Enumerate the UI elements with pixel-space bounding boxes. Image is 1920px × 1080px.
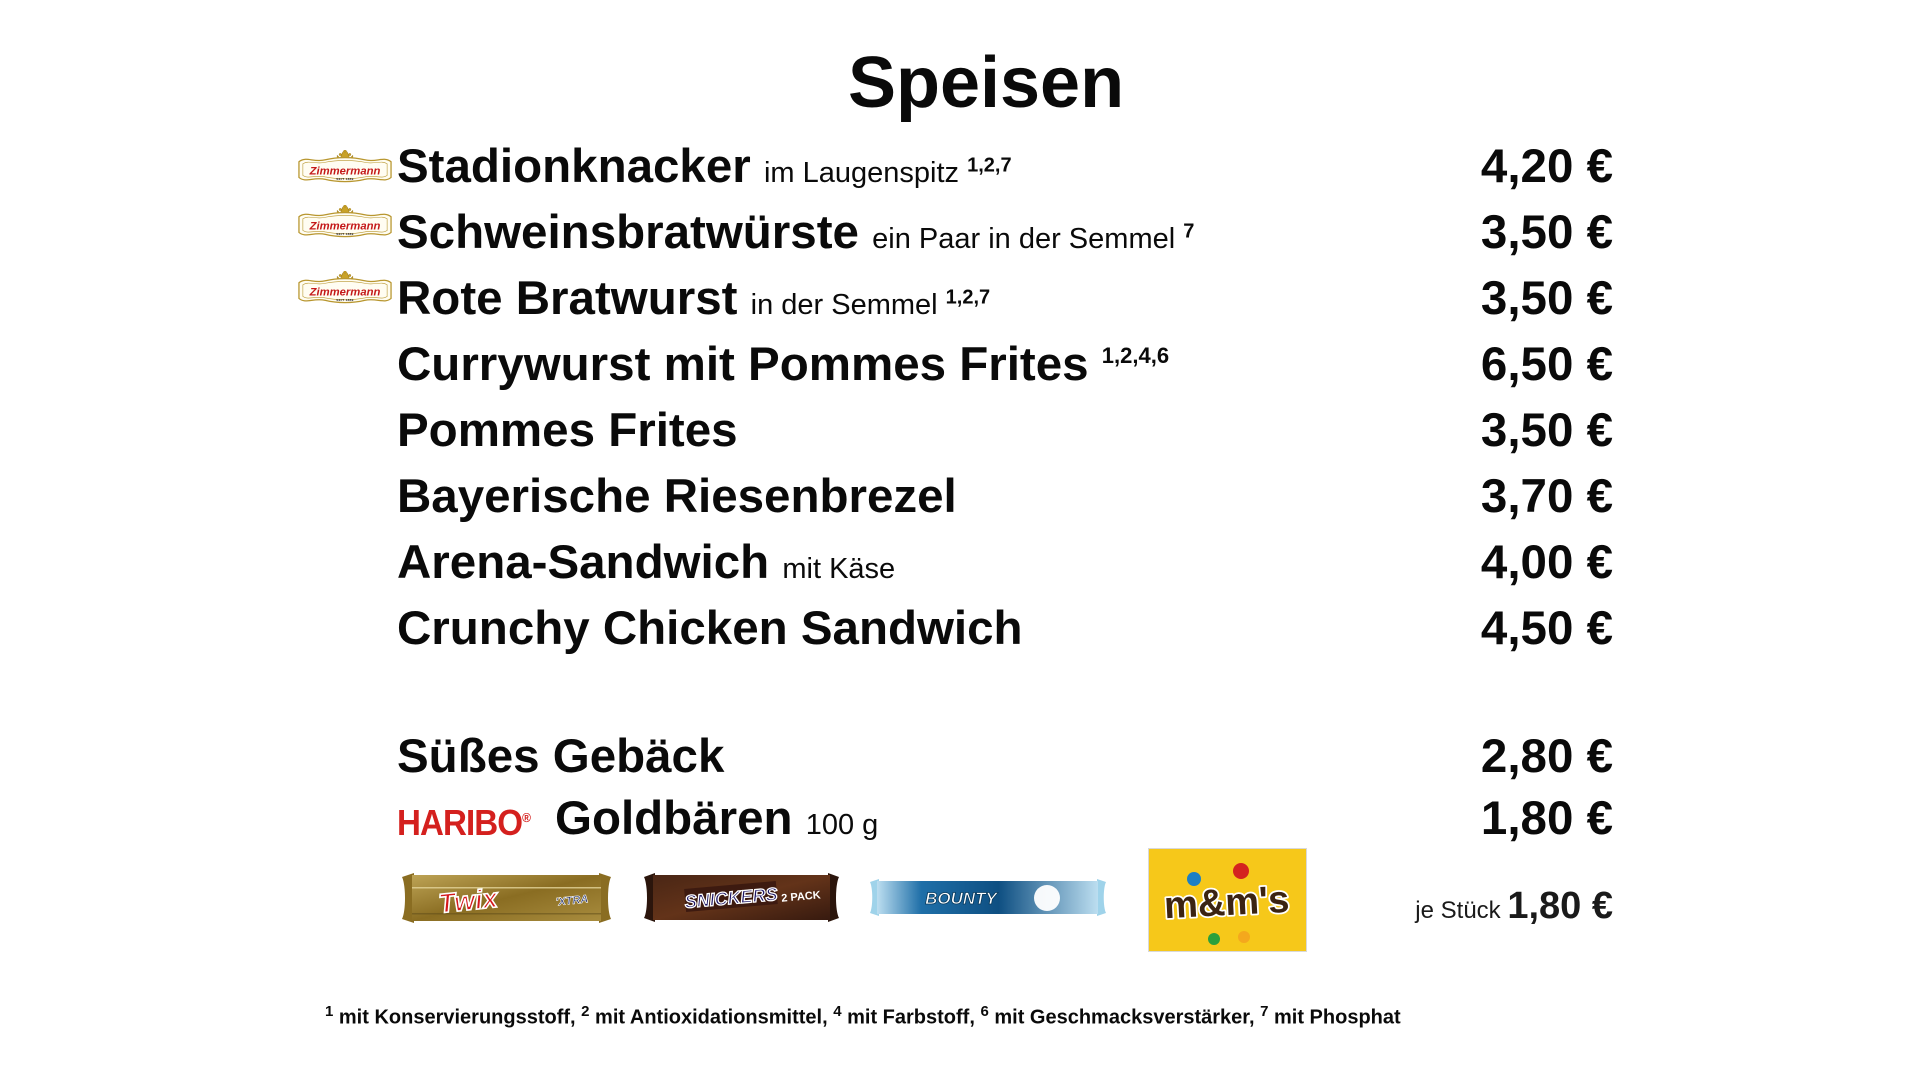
- svg-text:Zimmermann: Zimmermann: [309, 165, 381, 177]
- svg-text:Twix: Twix: [437, 883, 500, 919]
- svg-text:SEIT 1889: SEIT 1889: [336, 232, 353, 236]
- svg-text:SEIT 1889: SEIT 1889: [336, 298, 353, 302]
- svg-text:BOUNTY: BOUNTY: [925, 889, 998, 908]
- svg-text:SEIT 1889: SEIT 1889: [336, 177, 353, 181]
- svg-text:Zimmermann: Zimmermann: [309, 220, 381, 232]
- svg-text:Zimmermann: Zimmermann: [309, 286, 381, 298]
